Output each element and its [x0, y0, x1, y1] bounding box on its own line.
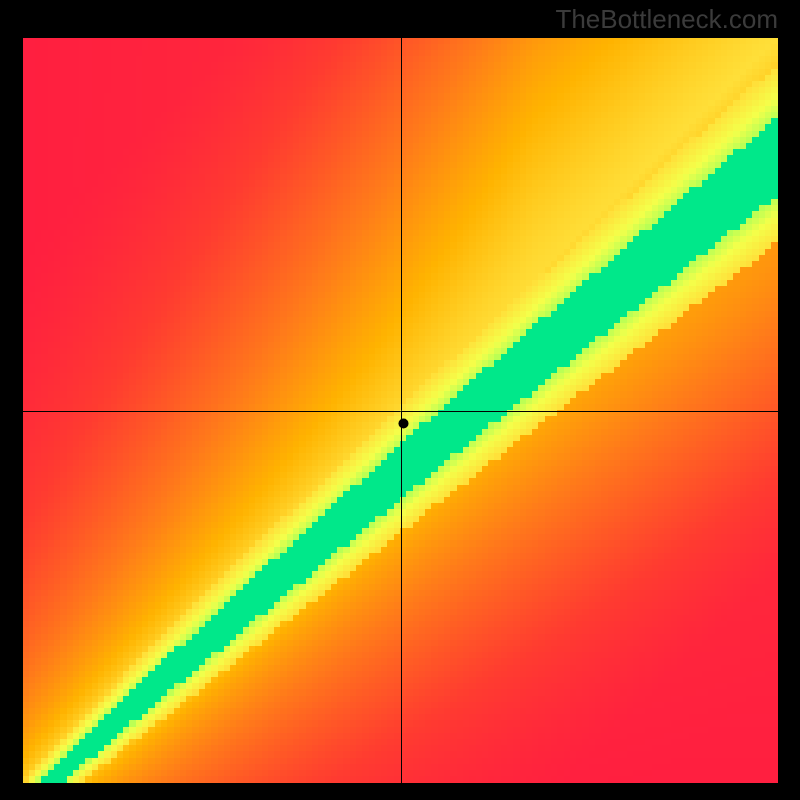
watermark-text: TheBottleneck.com [555, 4, 778, 35]
bottleneck-heatmap [23, 38, 778, 783]
chart-container: TheBottleneck.com [0, 0, 800, 800]
